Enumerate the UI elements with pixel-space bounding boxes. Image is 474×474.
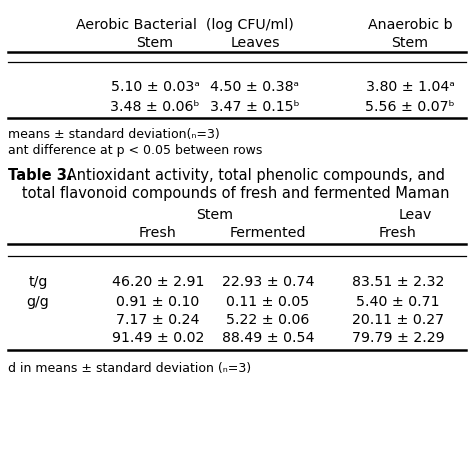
- Text: 46.20 ± 2.91: 46.20 ± 2.91: [112, 275, 204, 289]
- Text: 5.56 ± 0.07ᵇ: 5.56 ± 0.07ᵇ: [365, 100, 455, 114]
- Text: Stem: Stem: [392, 36, 428, 50]
- Text: 5.10 ± 0.03ᵃ: 5.10 ± 0.03ᵃ: [110, 80, 200, 94]
- Text: 4.50 ± 0.38ᵃ: 4.50 ± 0.38ᵃ: [210, 80, 300, 94]
- Text: Fresh: Fresh: [139, 226, 177, 240]
- Text: Leaves: Leaves: [230, 36, 280, 50]
- Text: Aerobic Bacterial  (log CFU/ml): Aerobic Bacterial (log CFU/ml): [76, 18, 294, 32]
- Text: total flavonoid compounds of fresh and fermented Maman: total flavonoid compounds of fresh and f…: [8, 186, 449, 201]
- Text: g/g: g/g: [27, 295, 49, 309]
- Text: t/g: t/g: [28, 275, 48, 289]
- Text: Table 3.: Table 3.: [8, 168, 73, 183]
- Text: 5.22 ± 0.06: 5.22 ± 0.06: [226, 313, 310, 327]
- Text: Antioxidant activity, total phenolic compounds, and: Antioxidant activity, total phenolic com…: [62, 168, 445, 183]
- Text: Fermented: Fermented: [230, 226, 306, 240]
- Text: Leav: Leav: [398, 208, 432, 222]
- Text: 0.91 ± 0.10: 0.91 ± 0.10: [117, 295, 200, 309]
- Text: ant difference at p < 0.05 between rows: ant difference at p < 0.05 between rows: [8, 144, 263, 157]
- Text: d in means ± standard deviation (ₙ=3): d in means ± standard deviation (ₙ=3): [8, 362, 251, 375]
- Text: 88.49 ± 0.54: 88.49 ± 0.54: [222, 331, 314, 345]
- Text: 79.79 ± 2.29: 79.79 ± 2.29: [352, 331, 444, 345]
- Text: 22.93 ± 0.74: 22.93 ± 0.74: [222, 275, 314, 289]
- Text: Anaerobic b: Anaerobic b: [368, 18, 452, 32]
- Text: Stem: Stem: [137, 36, 173, 50]
- Text: Fresh: Fresh: [379, 226, 417, 240]
- Text: means ± standard deviation(ₙ=3): means ± standard deviation(ₙ=3): [8, 128, 220, 141]
- Text: 3.80 ± 1.04ᵃ: 3.80 ± 1.04ᵃ: [365, 80, 455, 94]
- Text: 3.48 ± 0.06ᵇ: 3.48 ± 0.06ᵇ: [110, 100, 200, 114]
- Text: 0.11 ± 0.05: 0.11 ± 0.05: [227, 295, 310, 309]
- Text: 7.17 ± 0.24: 7.17 ± 0.24: [116, 313, 200, 327]
- Text: Stem: Stem: [197, 208, 234, 222]
- Text: 3.47 ± 0.15ᵇ: 3.47 ± 0.15ᵇ: [210, 100, 300, 114]
- Text: 83.51 ± 2.32: 83.51 ± 2.32: [352, 275, 444, 289]
- Text: 5.40 ± 0.71: 5.40 ± 0.71: [356, 295, 440, 309]
- Text: 91.49 ± 0.02: 91.49 ± 0.02: [112, 331, 204, 345]
- Text: 20.11 ± 0.27: 20.11 ± 0.27: [352, 313, 444, 327]
